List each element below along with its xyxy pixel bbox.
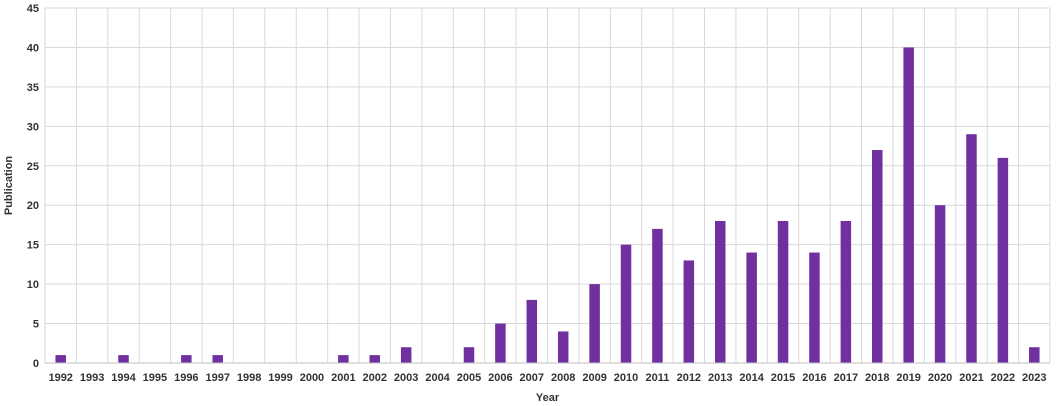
x-tick-label: 2001 xyxy=(331,372,355,384)
x-tick-label: 1999 xyxy=(268,372,292,384)
y-tick-label: 5 xyxy=(33,319,39,331)
x-tick-label: 2000 xyxy=(300,372,324,384)
x-tick-label: 2002 xyxy=(363,372,387,384)
x-tick-label: 2022 xyxy=(991,372,1015,384)
y-tick-label: 30 xyxy=(27,121,39,133)
x-tick-label: 2019 xyxy=(896,372,920,384)
x-tick-label: 1992 xyxy=(48,372,72,384)
x-axis-title: Year xyxy=(536,392,560,404)
grid-lines xyxy=(44,7,1051,363)
x-tick-label: 1993 xyxy=(80,372,104,384)
bar-2017 xyxy=(840,221,852,363)
bar-1992 xyxy=(55,355,66,363)
bar-2002 xyxy=(369,355,381,363)
y-tick-label: 0 xyxy=(33,358,39,370)
x-tick-label: 2004 xyxy=(425,372,450,384)
x-tick-label: 1995 xyxy=(143,372,167,384)
bar-2005 xyxy=(463,347,475,363)
x-tick-label: 2012 xyxy=(677,372,701,384)
bar-2022 xyxy=(997,157,1009,363)
x-tick-label: 2005 xyxy=(457,372,481,384)
bar-2006 xyxy=(495,323,506,363)
x-tick-label: 2017 xyxy=(834,372,858,384)
x-tick-label: 2009 xyxy=(582,372,606,384)
bar-2012 xyxy=(683,260,695,363)
bar-2021 xyxy=(966,134,977,363)
bar-1996 xyxy=(181,355,192,363)
y-tick-label: 35 xyxy=(27,82,39,94)
bar-1997 xyxy=(212,355,223,363)
bar-2023 xyxy=(1029,347,1040,363)
x-tick-label: 2003 xyxy=(394,372,418,384)
bar-2015 xyxy=(777,221,789,363)
y-tick-label: 15 xyxy=(27,240,39,252)
x-tick-label: 2013 xyxy=(708,372,732,384)
x-tick-label: 2006 xyxy=(488,372,512,384)
x-tick-label: 1996 xyxy=(174,372,198,384)
bar-2001 xyxy=(338,355,349,363)
bar-2003 xyxy=(400,347,412,363)
bars xyxy=(55,47,1040,363)
x-tick-label: 2023 xyxy=(1022,372,1046,384)
bar-2007 xyxy=(526,299,538,363)
y-tick-label: 20 xyxy=(27,200,39,212)
bar-2020 xyxy=(934,205,946,363)
x-tick-label: 2018 xyxy=(865,372,889,384)
bar-2013 xyxy=(714,221,726,363)
bar-2008 xyxy=(557,331,569,363)
x-tick-label: 2010 xyxy=(614,372,638,384)
bar-2019 xyxy=(903,47,914,363)
y-axis-title: Publication xyxy=(3,156,15,216)
x-tick-label: 2021 xyxy=(959,372,983,384)
y-tick-label: 10 xyxy=(27,279,39,291)
x-tick-label: 2016 xyxy=(802,372,826,384)
x-tick-label: 2020 xyxy=(928,372,952,384)
x-tick-label: 2014 xyxy=(739,372,764,384)
bar-2016 xyxy=(809,252,820,363)
bar-2010 xyxy=(620,244,632,363)
x-tick-label: 2015 xyxy=(771,372,795,384)
tick-labels: 0 5 10 15 20 25 30 35 40 45 1992 1993 1994 1995 1996 19… xyxy=(27,3,1047,384)
x-tick-label: 1998 xyxy=(237,372,261,384)
bar-2011 xyxy=(652,228,663,363)
bar-2018 xyxy=(872,150,883,363)
x-tick-label: 2008 xyxy=(551,372,575,384)
bar-1994 xyxy=(118,355,129,363)
bar-2009 xyxy=(589,284,600,363)
bar-2014 xyxy=(746,252,757,363)
y-tick-label: 25 xyxy=(27,161,39,173)
y-tick-label: 45 xyxy=(27,3,39,15)
y-tick-label: 40 xyxy=(27,42,39,54)
x-tick-label: 2011 xyxy=(645,372,669,384)
x-tick-label: 2007 xyxy=(520,372,544,384)
x-tick-label: 1997 xyxy=(205,372,229,384)
x-tick-label: 1994 xyxy=(111,372,136,384)
